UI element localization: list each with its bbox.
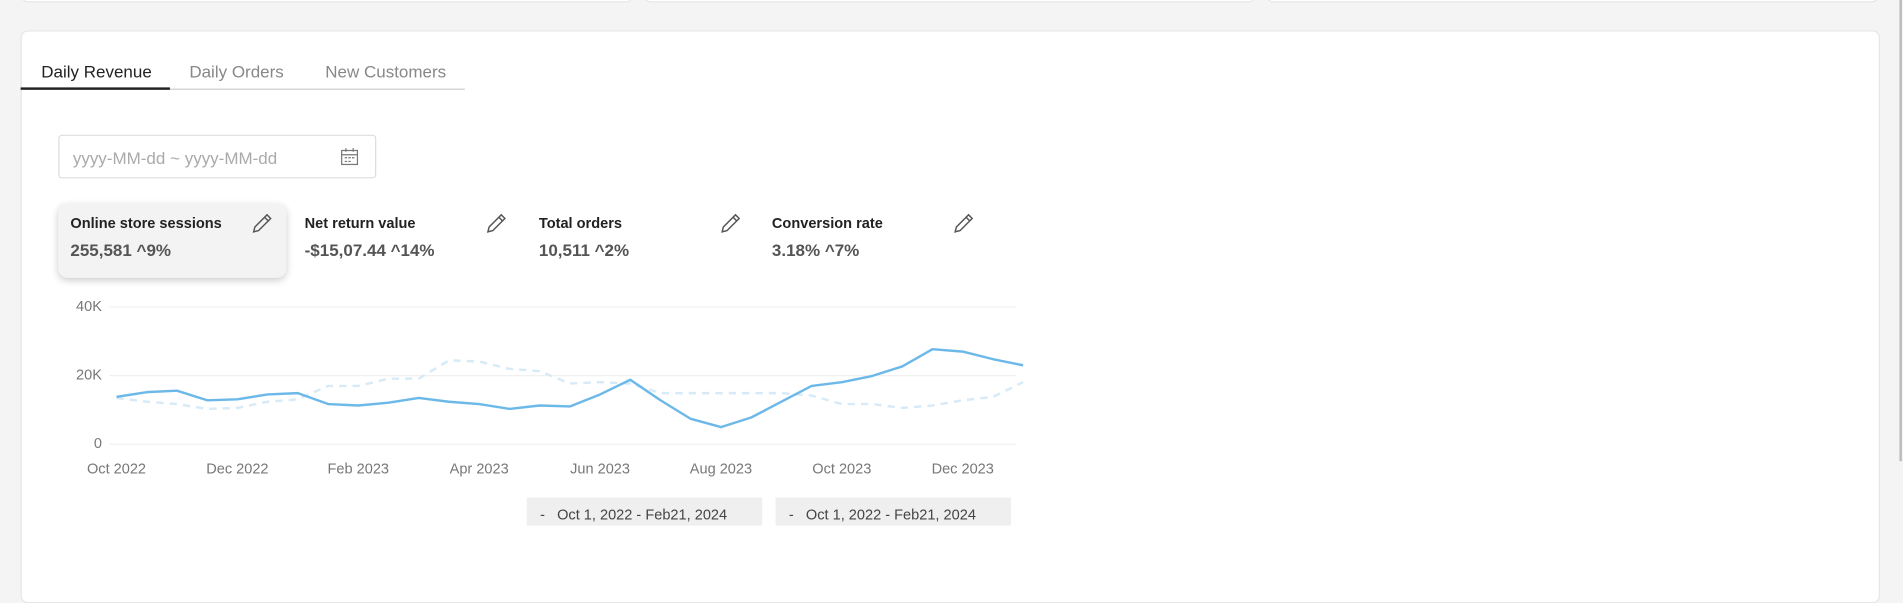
placeholder: yyyy-MM-dd ~ yyyy-MM-dd (72, 148, 278, 168)
tab-rule (20, 88, 465, 90)
x-tick-label: Jun 2023 (570, 462, 630, 478)
legend-item[interactable]: - Oct 1, 2022 - Feb21, 2024 (775, 497, 1012, 526)
series-line (116, 347, 1024, 429)
metric-value: 3.18% ^7% (771, 240, 860, 260)
metric-value: 255,581 ^9% (70, 240, 172, 260)
metric-label: Net return value (304, 214, 416, 232)
edit-icon[interactable] (250, 211, 274, 235)
series-line (116, 359, 1024, 411)
edit-icon[interactable] (719, 211, 743, 235)
tab[interactable]: Daily Orders (189, 61, 284, 82)
y-tick-label: 40K (76, 299, 102, 315)
metric-card[interactable]: Online store sessions 255,581 ^9% (58, 203, 287, 278)
tab[interactable]: New Customers (325, 61, 447, 82)
scrollbar (1899, 0, 1902, 462)
x-tick-label: Dec 2023 (932, 462, 994, 478)
x-tick-label: Aug 2023 (690, 462, 752, 478)
x-tick-label: Feb 2023 (328, 462, 389, 478)
calendar-icon (341, 148, 359, 166)
metric-label: Online store sessions (70, 214, 222, 232)
active-tab-underline (20, 87, 170, 90)
legend-item[interactable]: - Oct 1, 2022 - Feb21, 2024 (526, 497, 763, 526)
y-tick-label: 20K (76, 367, 102, 383)
metric-card[interactable]: Conversion rate 3.18% ^7% (760, 204, 988, 278)
legend-label: Oct 1, 2022 - Feb21, 2024 (805, 506, 976, 524)
x-tick-label: Oct 2022 (87, 462, 146, 478)
date-input[interactable]: yyyy-MM-dd ~ yyyy-MM-dd (58, 134, 377, 179)
metric-value: 10,511 ^2% (538, 240, 630, 260)
legend-label: Oct 1, 2022 - Feb21, 2024 (557, 506, 728, 524)
metric-value: -$15,07.44 ^14% (304, 240, 435, 260)
edit-icon[interactable] (484, 211, 508, 235)
metric-card[interactable]: Total orders 10,511 ^2% (527, 204, 755, 278)
y-tick-label: 0 (94, 436, 102, 452)
edit-icon[interactable] (952, 211, 976, 235)
metric-label: Conversion rate (771, 214, 883, 232)
x-tick-label: Oct 2023 (812, 462, 871, 478)
metric-card[interactable]: Net return value -$15,07.44 ^14% (293, 204, 521, 278)
metric-label: Total orders (538, 214, 622, 232)
x-tick-label: Apr 2023 (450, 462, 509, 478)
tab[interactable]: Daily Revenue (41, 61, 152, 82)
x-tick-label: Dec 2022 (206, 462, 268, 478)
